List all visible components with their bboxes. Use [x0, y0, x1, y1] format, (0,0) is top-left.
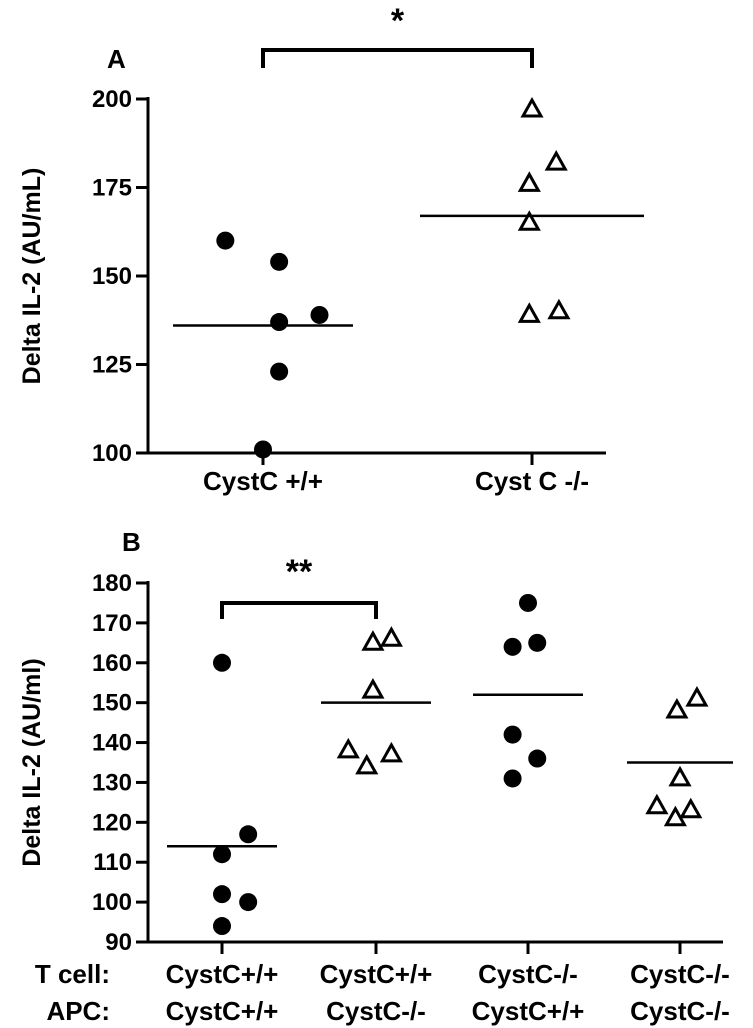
data-point-triangle	[336, 737, 360, 759]
y-tick-label: 100	[92, 889, 132, 916]
y-tick-label: 170	[92, 610, 132, 637]
data-point-circle	[213, 845, 231, 864]
data-point-circle	[239, 893, 258, 912]
y-tick-label: 180	[92, 570, 132, 597]
significance-label: *	[391, 2, 405, 40]
x-category-tcell-label: CystC-/-	[478, 959, 578, 989]
data-point-circle	[528, 749, 547, 768]
y-axis-label: Delta IL-2 (AU/ml)	[18, 658, 46, 866]
data-point-circle	[503, 725, 522, 744]
x-category-apc-label: CystC+/+	[166, 996, 279, 1026]
y-axis-label: Delta IL-2 (AU/mL)	[18, 168, 46, 385]
data-point-triangle	[544, 150, 568, 171]
data-point-triangle	[379, 741, 403, 763]
data-point-circle	[270, 252, 289, 271]
significance-label: **	[286, 553, 313, 591]
x-category-label: Cyst C -/-	[475, 466, 589, 496]
y-tick-label: 140	[92, 730, 132, 757]
data-point-circle	[254, 440, 272, 459]
panel-letter: B	[122, 527, 141, 557]
significance-bracket	[261, 48, 534, 68]
data-point-triangle	[685, 686, 709, 707]
x-category-tcell-label: CystC+/+	[320, 959, 433, 989]
data-point-triangle	[517, 210, 541, 231]
y-tick-label: 125	[92, 352, 132, 379]
y-tick-label: 150	[92, 690, 132, 717]
x-category-apc-label: CystC+/+	[472, 996, 585, 1026]
data-point-circle	[528, 633, 547, 652]
data-point-triangle	[679, 797, 703, 819]
significance-bracket	[220, 601, 378, 619]
y-tick-label: 200	[92, 86, 132, 113]
data-point-triangle	[665, 697, 689, 719]
data-point-circle	[270, 313, 289, 332]
data-point-circle	[213, 885, 231, 904]
data-point-circle	[270, 362, 289, 381]
data-point-triangle	[355, 753, 379, 775]
y-tick-label: 120	[92, 809, 132, 836]
data-point-triangle	[645, 793, 669, 815]
row-label-tcell: T cell:	[35, 959, 110, 989]
panel-letter: A	[107, 44, 126, 74]
data-point-triangle	[379, 626, 403, 647]
panel-a-chart: A 100 125 150 175 200 Delta IL-2 (AU/mL) CystC …	[18, 2, 644, 496]
y-tick-label: 100	[92, 440, 132, 467]
x-category-apc-label: CystC-/-	[630, 996, 730, 1026]
y-tick-label: 150	[92, 263, 132, 290]
data-point-triangle	[547, 298, 571, 320]
x-category-label: CystC +/+	[203, 466, 323, 496]
data-point-triangle	[517, 302, 541, 323]
row-label-apc: APC:	[46, 996, 110, 1026]
data-point-triangle	[668, 765, 692, 787]
data-point-circle	[213, 653, 231, 672]
data-point-triangle	[361, 630, 385, 651]
data-point-circle	[503, 637, 522, 656]
data-point-circle	[239, 825, 258, 844]
data-point-triangle	[520, 96, 544, 118]
x-category-tcell-label: CystC+/+	[166, 959, 279, 989]
y-tick-label: 175	[92, 175, 132, 202]
x-category-apc-label: CystC-/-	[326, 996, 426, 1026]
data-point-triangle	[663, 805, 687, 827]
panel-b-chart: B 90 100 110 120 130 140 150 160 170 180 Delta IL-2…	[18, 527, 733, 1026]
x-category-tcell-label: CystC-/-	[630, 959, 730, 989]
data-point-circle	[213, 917, 231, 936]
data-point-triangle	[517, 171, 541, 192]
y-tick-label: 130	[92, 769, 132, 796]
y-tick-label: 160	[92, 650, 132, 677]
data-point-circle	[216, 231, 235, 250]
data-point-circle	[519, 593, 537, 612]
y-tick-label: 110	[93, 849, 132, 876]
data-point-circle	[503, 769, 522, 788]
y-tick-label: 90	[105, 929, 132, 956]
data-point-circle	[310, 305, 329, 324]
data-point-triangle	[361, 678, 385, 699]
